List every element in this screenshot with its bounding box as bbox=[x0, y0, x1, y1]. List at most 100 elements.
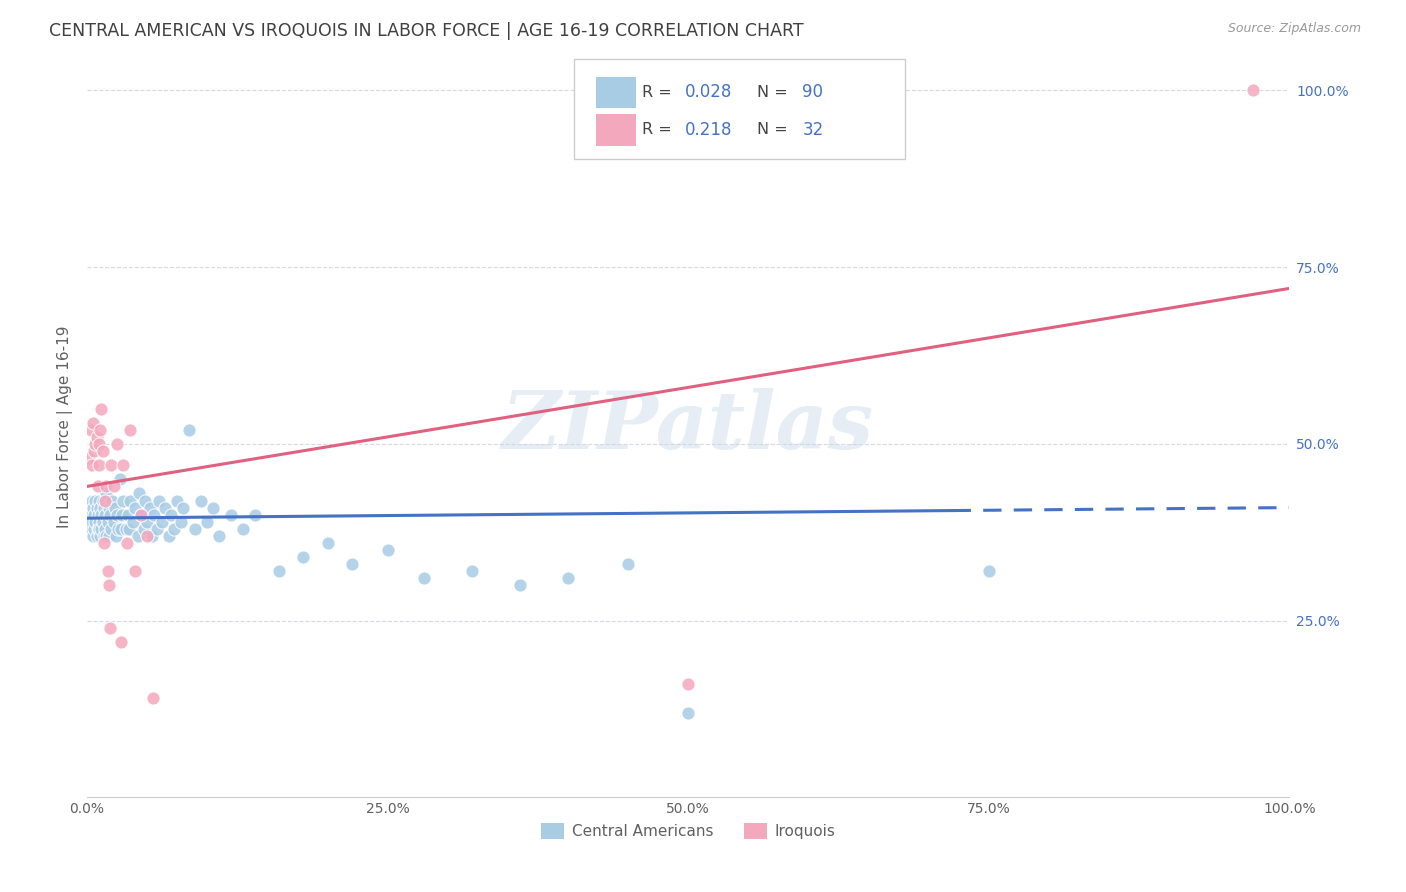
Point bbox=[96, 486, 118, 500]
Point bbox=[79, 423, 101, 437]
Point bbox=[96, 529, 118, 543]
Point bbox=[79, 508, 101, 522]
Point bbox=[141, 529, 163, 543]
FancyBboxPatch shape bbox=[574, 59, 904, 159]
Text: CENTRAL AMERICAN VS IROQUOIS IN LABOR FORCE | AGE 16-19 CORRELATION CHART: CENTRAL AMERICAN VS IROQUOIS IN LABOR FO… bbox=[49, 22, 804, 40]
Text: N =: N = bbox=[756, 122, 787, 137]
Point bbox=[108, 472, 131, 486]
Point bbox=[143, 508, 166, 522]
Point bbox=[292, 550, 315, 565]
Point bbox=[80, 458, 103, 472]
Point bbox=[110, 522, 132, 536]
Point bbox=[118, 522, 141, 536]
Point bbox=[127, 529, 149, 543]
Point bbox=[93, 529, 115, 543]
Point bbox=[91, 493, 114, 508]
Text: R =: R = bbox=[643, 122, 672, 137]
Point bbox=[84, 493, 107, 508]
Point bbox=[84, 437, 107, 451]
Point bbox=[97, 578, 120, 592]
Point bbox=[100, 458, 122, 472]
Point bbox=[676, 677, 699, 691]
Y-axis label: In Labor Force | Age 16-19: In Labor Force | Age 16-19 bbox=[58, 325, 73, 527]
Point bbox=[82, 529, 104, 543]
Point bbox=[98, 508, 121, 522]
Point bbox=[83, 444, 105, 458]
Point bbox=[509, 578, 531, 592]
Point bbox=[103, 479, 125, 493]
Text: 0.028: 0.028 bbox=[685, 84, 733, 102]
Point bbox=[617, 557, 640, 571]
Point bbox=[557, 571, 579, 585]
Point bbox=[1241, 83, 1264, 97]
Point bbox=[172, 500, 194, 515]
Point bbox=[84, 515, 107, 529]
Point bbox=[166, 493, 188, 508]
Text: 0.218: 0.218 bbox=[685, 121, 733, 139]
Point bbox=[208, 529, 231, 543]
Point bbox=[87, 508, 110, 522]
Point bbox=[94, 508, 117, 522]
Point bbox=[110, 635, 132, 649]
Point bbox=[179, 423, 201, 437]
Point bbox=[107, 522, 129, 536]
Point bbox=[377, 543, 399, 558]
Point bbox=[155, 500, 177, 515]
Point bbox=[86, 500, 108, 515]
Point bbox=[128, 486, 150, 500]
Point bbox=[136, 529, 159, 543]
Point bbox=[316, 536, 339, 550]
Point bbox=[83, 522, 105, 536]
Point bbox=[120, 493, 142, 508]
Text: Source: ZipAtlas.com: Source: ZipAtlas.com bbox=[1227, 22, 1361, 36]
Point bbox=[117, 508, 139, 522]
Text: ZIPatlas: ZIPatlas bbox=[502, 387, 875, 465]
Point bbox=[82, 500, 104, 515]
Point bbox=[87, 437, 110, 451]
Point bbox=[138, 500, 160, 515]
Text: 32: 32 bbox=[803, 121, 824, 139]
Point bbox=[157, 529, 180, 543]
Point bbox=[129, 508, 152, 522]
Point bbox=[96, 564, 118, 578]
Point bbox=[89, 423, 111, 437]
Point bbox=[98, 621, 121, 635]
Point bbox=[79, 451, 101, 466]
Point bbox=[94, 493, 117, 508]
FancyBboxPatch shape bbox=[596, 77, 637, 108]
Point bbox=[195, 515, 218, 529]
Point bbox=[79, 522, 101, 536]
Point bbox=[96, 479, 118, 493]
Point bbox=[97, 500, 120, 515]
Point bbox=[170, 515, 193, 529]
FancyBboxPatch shape bbox=[596, 114, 637, 145]
Point bbox=[977, 564, 1000, 578]
Point bbox=[87, 458, 110, 472]
Point bbox=[86, 430, 108, 444]
Text: N =: N = bbox=[756, 85, 787, 100]
Text: R =: R = bbox=[643, 85, 672, 100]
Point bbox=[121, 515, 143, 529]
Point bbox=[90, 508, 112, 522]
Point bbox=[114, 522, 136, 536]
Point bbox=[120, 423, 142, 437]
Point bbox=[124, 500, 146, 515]
Point bbox=[134, 493, 156, 508]
Point bbox=[93, 500, 115, 515]
Point bbox=[87, 493, 110, 508]
Point bbox=[80, 515, 103, 529]
Point bbox=[82, 416, 104, 430]
Point bbox=[105, 437, 128, 451]
Point bbox=[89, 529, 111, 543]
Point bbox=[129, 508, 152, 522]
Text: 90: 90 bbox=[803, 84, 824, 102]
Point bbox=[91, 444, 114, 458]
Point bbox=[142, 691, 165, 706]
Point bbox=[202, 500, 225, 515]
Point bbox=[89, 500, 111, 515]
Point bbox=[184, 522, 207, 536]
Point bbox=[461, 564, 484, 578]
Point bbox=[87, 522, 110, 536]
Point bbox=[96, 515, 118, 529]
Point bbox=[90, 401, 112, 416]
